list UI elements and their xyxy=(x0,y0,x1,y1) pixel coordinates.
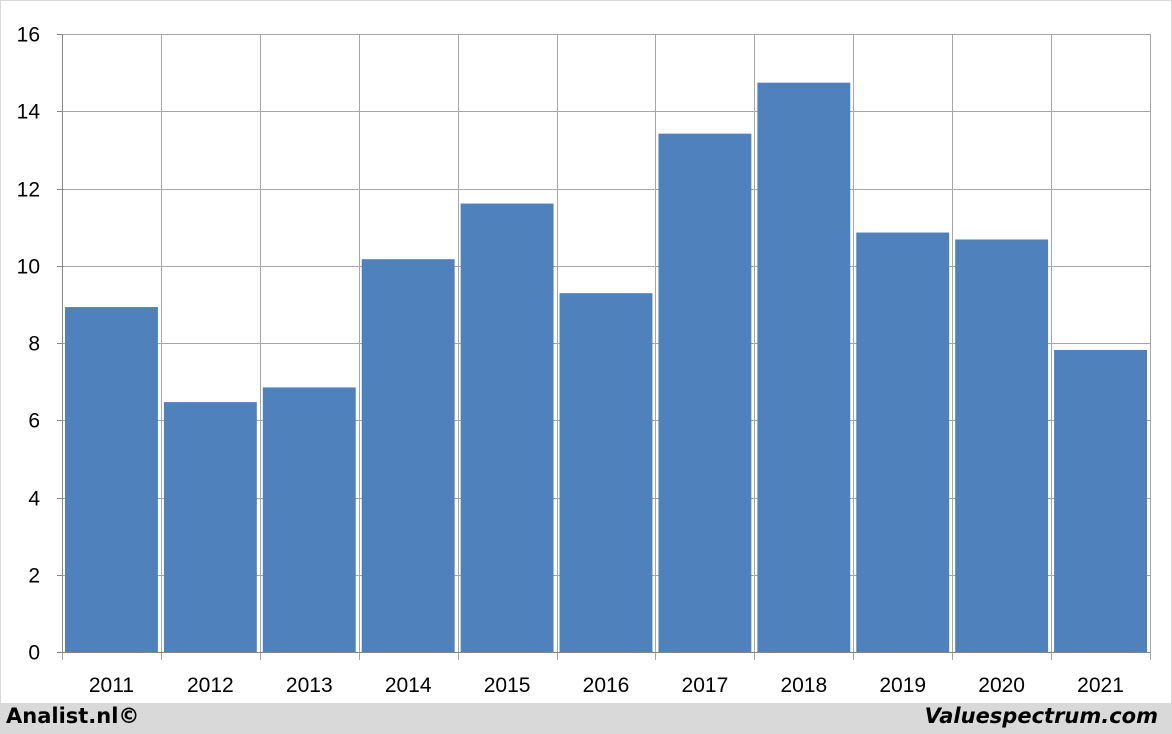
bar xyxy=(658,133,752,653)
y-tick-label: 12 xyxy=(17,179,40,202)
y-tick-label: 4 xyxy=(28,488,40,511)
x-tick-label: 2021 xyxy=(1077,674,1124,697)
x-tick-label: 2017 xyxy=(682,674,729,697)
bar xyxy=(856,232,950,652)
bar xyxy=(757,82,851,653)
x-tick-label: 2014 xyxy=(385,674,432,697)
bar xyxy=(65,307,158,652)
x-tick-label: 2020 xyxy=(978,674,1025,697)
bar-chart: 0 2 4 6 8 10 12 14 16 2011 2012 2013 2014 2015 2016 201… xyxy=(0,0,1172,704)
x-tick-label: 2018 xyxy=(780,674,827,697)
bar xyxy=(559,293,653,652)
x-tick-label: 2019 xyxy=(879,674,926,697)
bar xyxy=(163,402,257,652)
y-tick-label: 8 xyxy=(28,333,40,356)
x-tick-label: 2011 xyxy=(89,674,134,697)
bar xyxy=(262,387,356,652)
y-tick-label: 2 xyxy=(28,565,40,588)
y-tick-label: 16 xyxy=(17,24,40,47)
y-tick-label: 0 xyxy=(28,642,40,665)
x-tick-label: 2012 xyxy=(187,674,234,697)
bar xyxy=(1054,349,1147,652)
y-tick-label: 10 xyxy=(17,256,40,279)
x-tick-label: 2016 xyxy=(583,674,630,697)
valuespectrum-credit: Valuespectrum.com xyxy=(924,704,1158,728)
footer-bar: Analist.nl© Valuespectrum.com xyxy=(0,704,1172,734)
bar xyxy=(955,239,1049,653)
bar xyxy=(460,203,554,652)
x-tick-label: 2015 xyxy=(484,674,531,697)
analist-credit: Analist.nl© xyxy=(6,704,140,728)
y-tick-label: 6 xyxy=(28,410,40,433)
x-tick-label: 2013 xyxy=(286,674,333,697)
y-tick-label: 14 xyxy=(17,101,41,124)
bar xyxy=(361,259,455,652)
